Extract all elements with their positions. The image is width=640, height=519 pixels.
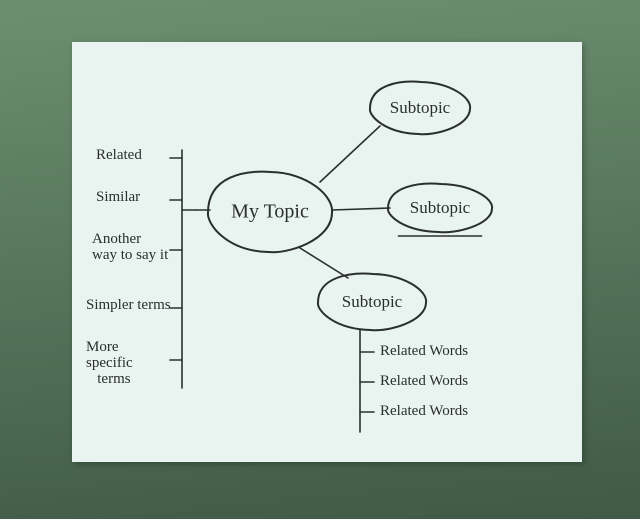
related-word-0: Related Words	[380, 344, 468, 360]
subtopic-3-label: Subtopic	[342, 293, 402, 311]
left-term-2: Another way to say it	[92, 232, 168, 264]
left-term-3: Simpler terms	[86, 298, 171, 314]
diagram-photo: My Topic Subtopic Subtopic Subtopic Rela…	[0, 0, 640, 519]
subtopic-2-label: Subtopic	[410, 199, 470, 217]
subtopic-1-label: Subtopic	[390, 99, 450, 117]
left-term-0: Related	[96, 148, 142, 164]
center-topic-label: My Topic	[231, 202, 309, 223]
related-word-1: Related Words	[380, 374, 468, 390]
left-term-4: More specific terms	[86, 340, 133, 387]
left-term-1: Similar	[96, 190, 140, 206]
related-word-2: Related Words	[380, 404, 468, 420]
